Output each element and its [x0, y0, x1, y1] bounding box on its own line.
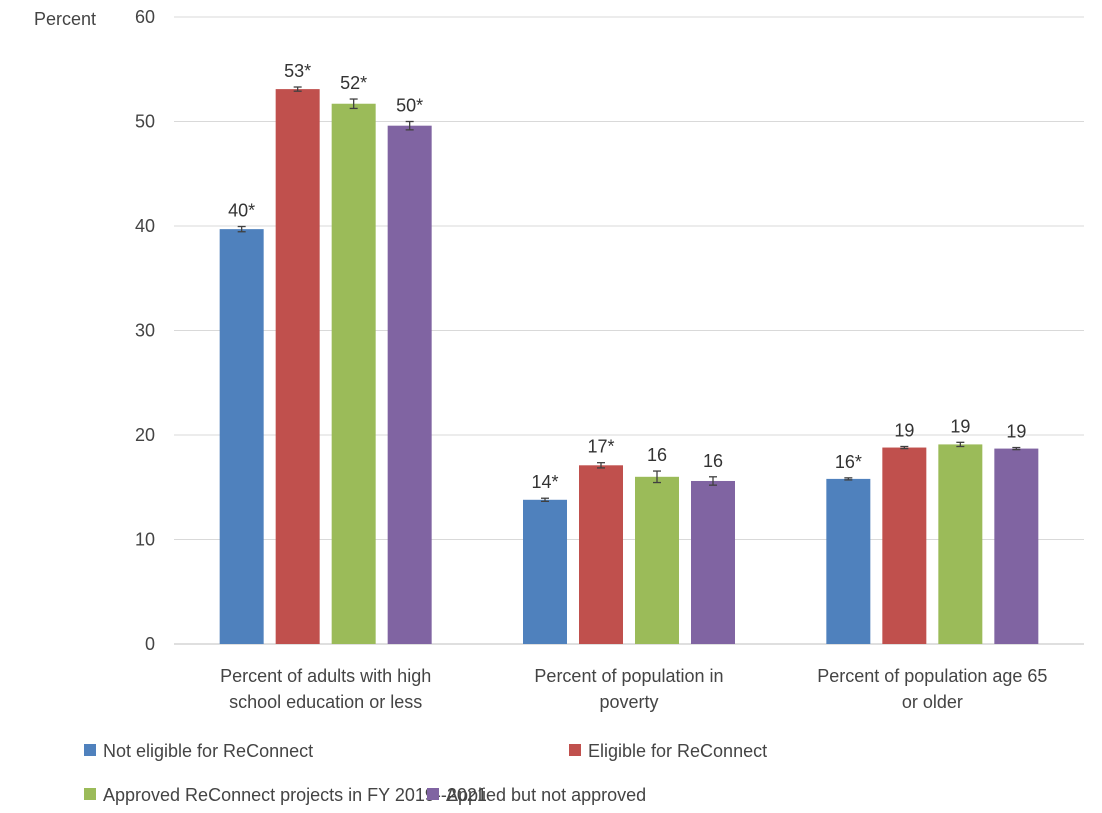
- y-tick-label: 60: [135, 7, 155, 27]
- y-tick-label: 0: [145, 634, 155, 654]
- legend-label: Not eligible for ReConnect: [103, 741, 313, 761]
- data-label: 40*: [228, 201, 255, 221]
- data-label: 16: [647, 445, 667, 465]
- bar: [826, 478, 871, 644]
- data-label: 53*: [284, 61, 311, 81]
- data-label: 19: [1006, 422, 1026, 442]
- bar: [938, 444, 983, 644]
- y-tick-label: 10: [135, 530, 155, 550]
- x-tick-label: Percent of adults with high: [220, 666, 431, 686]
- bar: [275, 89, 320, 645]
- data-label: 16*: [835, 452, 862, 472]
- legend-swatch: [569, 744, 581, 756]
- data-label: 50*: [396, 96, 423, 116]
- bar: [387, 125, 432, 645]
- y-tick-label: 50: [135, 112, 155, 132]
- legend-label: Eligible for ReConnect: [588, 741, 767, 761]
- data-label: 14*: [531, 472, 558, 492]
- y-axis-title: Percent: [34, 9, 96, 29]
- data-label: 16: [703, 451, 723, 471]
- bar: [882, 447, 927, 644]
- x-tick-label: Percent of population in: [534, 666, 723, 686]
- x-tick-label: or older: [902, 692, 963, 712]
- data-label: 19: [950, 416, 970, 436]
- y-tick-label: 20: [135, 425, 155, 445]
- legend-label: Approved ReConnect projects in FY 2019--…: [103, 785, 487, 805]
- bar: [219, 229, 264, 644]
- legend-swatch: [84, 744, 96, 756]
- data-label: 17*: [587, 437, 614, 457]
- bar: [691, 480, 735, 644]
- x-tick-label: Percent of population age 65: [817, 666, 1047, 686]
- legend-swatch: [84, 788, 96, 800]
- legend-label: Applied but not approved: [446, 785, 646, 805]
- bar: [523, 499, 567, 644]
- x-tick-label: poverty: [599, 692, 658, 712]
- data-label: 52*: [340, 73, 367, 93]
- legend-swatch: [427, 788, 439, 800]
- bar: [579, 465, 623, 644]
- y-tick-label: 40: [135, 216, 155, 236]
- y-tick-label: 30: [135, 321, 155, 341]
- data-label: 19: [894, 420, 914, 440]
- bar: [994, 448, 1039, 644]
- bar: [331, 103, 376, 645]
- bar: [635, 476, 679, 644]
- x-tick-label: school education or less: [229, 692, 422, 712]
